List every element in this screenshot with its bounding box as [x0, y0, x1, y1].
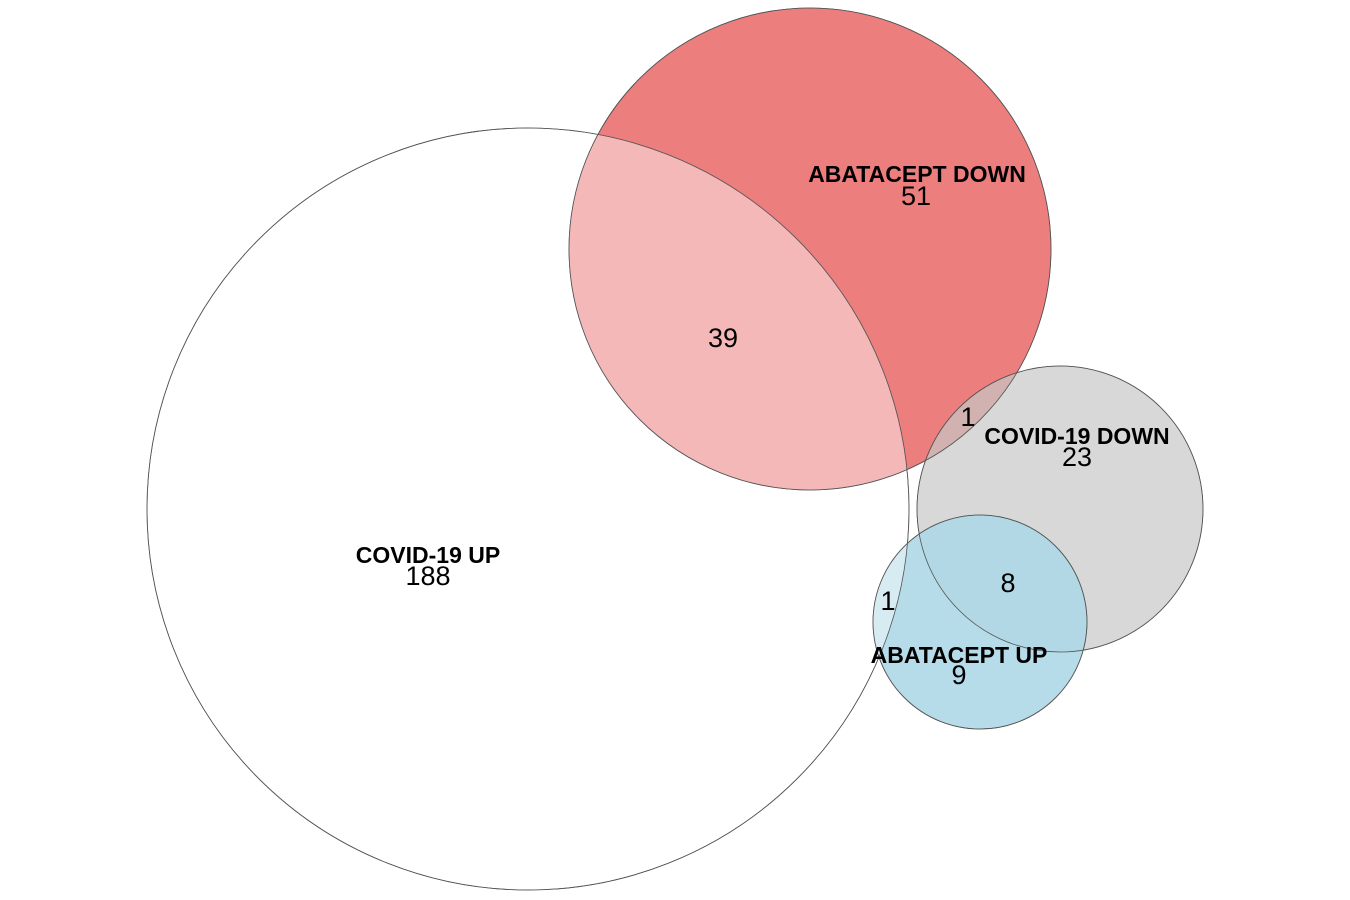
abatacept-up-label: ABATACEPT UP	[871, 642, 1048, 668]
covid-19-up-count: 188	[405, 561, 450, 591]
abatacept-up-outline	[872, 514, 1088, 730]
abatacept-down-outline	[568, 7, 1052, 491]
covid-up-abatacept-up-intersection-count: 1	[880, 586, 895, 616]
covid-19-down-outline	[916, 365, 1204, 653]
covid-19-up-outline	[146, 127, 910, 891]
abatacept-up-count: 9	[951, 660, 966, 690]
covid-down-abatacept-up-intersection-count: 8	[1000, 568, 1015, 598]
covid-19-up-label: COVID-19 UP	[356, 542, 500, 568]
abatacept-down-count: 51	[901, 181, 931, 211]
covid-19-down-label: COVID-19 DOWN	[984, 423, 1169, 449]
covid-19-down-count: 23	[1062, 442, 1092, 472]
covid-up-abatacept-down-intersection-count: 39	[708, 323, 738, 353]
abatacept-down-label: ABATACEPT DOWN	[808, 161, 1026, 187]
abatacept-down-covid-down-intersection-count: 1	[960, 402, 975, 432]
